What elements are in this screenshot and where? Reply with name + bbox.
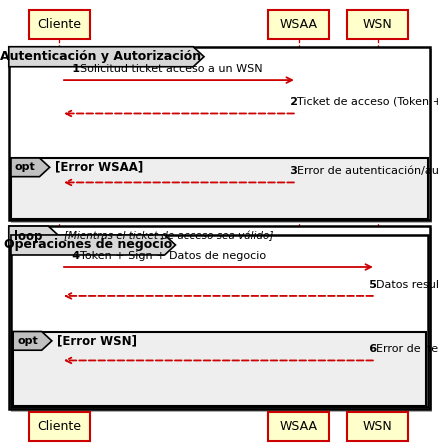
Text: Solicitud ticket acceso a un WSN: Solicitud ticket acceso a un WSN <box>80 64 262 74</box>
Bar <box>11 49 431 222</box>
Text: Datos resultado: Datos resultado <box>375 280 438 290</box>
Bar <box>9 226 429 409</box>
Bar <box>15 333 427 408</box>
Text: Error de negocio: Error de negocio <box>375 344 438 354</box>
Text: WSAA: WSAA <box>279 420 317 433</box>
Polygon shape <box>11 158 49 177</box>
Bar <box>11 228 431 412</box>
Bar <box>11 158 427 219</box>
Polygon shape <box>13 332 52 350</box>
Text: 1: 1 <box>70 64 82 74</box>
Polygon shape <box>9 226 59 246</box>
Text: Autenticación y Autorización: Autenticación y Autorización <box>0 50 201 63</box>
FancyBboxPatch shape <box>28 10 90 39</box>
Text: Cliente: Cliente <box>37 420 81 433</box>
Polygon shape <box>9 47 204 67</box>
Text: [Error WSAA]: [Error WSAA] <box>55 161 143 174</box>
FancyBboxPatch shape <box>28 412 90 441</box>
Text: Error de autenticación/autorización: Error de autenticación/autorización <box>297 166 438 176</box>
Bar <box>13 160 429 221</box>
Text: WSN: WSN <box>362 18 392 31</box>
FancyBboxPatch shape <box>346 10 407 39</box>
Text: 4: 4 <box>70 251 82 261</box>
Text: opt: opt <box>15 162 35 172</box>
FancyBboxPatch shape <box>267 412 328 441</box>
Text: 5: 5 <box>366 280 378 290</box>
Text: [Mientras el ticket de acceso sea válido]: [Mientras el ticket de acceso sea válido… <box>64 231 273 241</box>
FancyBboxPatch shape <box>267 10 328 39</box>
Text: 3: 3 <box>287 166 299 176</box>
FancyBboxPatch shape <box>346 412 407 441</box>
Bar <box>11 235 427 407</box>
Bar <box>9 47 429 220</box>
Text: Operaciones de negocio: Operaciones de negocio <box>4 239 172 251</box>
Text: Token + Sign + Datos de negocio: Token + Sign + Datos de negocio <box>80 251 265 261</box>
Text: Ticket de acceso (Token + Sign): Ticket de acceso (Token + Sign) <box>297 97 438 107</box>
Text: 2: 2 <box>287 97 299 107</box>
Text: WSN: WSN <box>362 420 392 433</box>
Text: Cliente: Cliente <box>37 18 81 31</box>
Text: loop: loop <box>14 230 42 243</box>
Text: opt: opt <box>17 336 38 346</box>
Text: [Error WSN]: [Error WSN] <box>57 334 137 348</box>
Bar <box>13 332 425 406</box>
Text: 6: 6 <box>366 344 378 354</box>
Polygon shape <box>11 235 175 255</box>
Text: WSAA: WSAA <box>279 18 317 31</box>
Bar <box>13 237 429 409</box>
